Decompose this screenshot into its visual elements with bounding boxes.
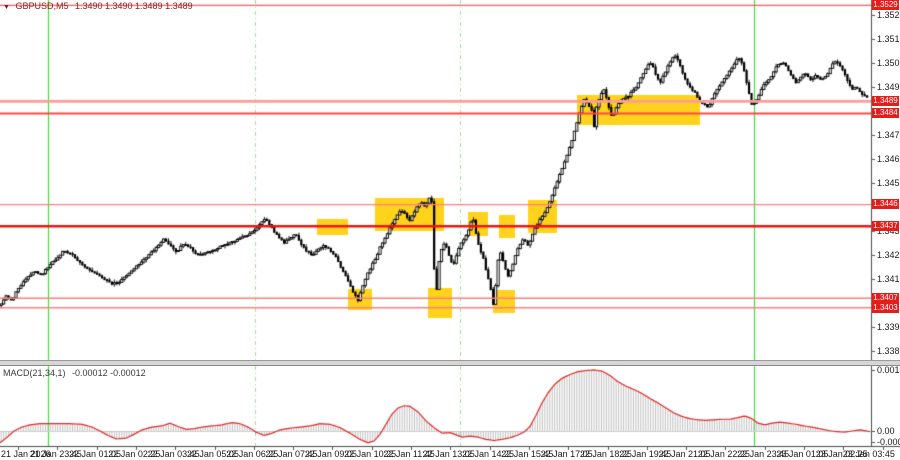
pane-separator[interactable] <box>0 360 900 366</box>
macd-indicator-label: MACD(21,34,1) -0.00012 -0.00012 <box>3 368 150 378</box>
time-tick-label: 23 Jan 03:45 <box>842 449 895 459</box>
price-line-badge: 1.3437 <box>872 221 899 231</box>
price-tick-label: 1.3515 <box>877 34 900 44</box>
time-tick-label: 22 Jan 06:25 <box>226 449 279 459</box>
time-tick-label: 22 Jan 22:25 <box>697 449 750 459</box>
price-line-badge: 1.3407 <box>872 293 899 303</box>
price-tick-label: 1.3435 <box>877 226 900 236</box>
price-line-badge: 1.3489 <box>872 96 899 107</box>
macd-name: MACD(21,34,1) <box>3 368 66 378</box>
time-tick-label: 23 Jan 02:25 <box>815 449 868 459</box>
price-line-badge: 1.3403 <box>872 302 899 313</box>
price-tick-label: 1.3505 <box>877 58 900 68</box>
time-tick-label: 22 Jan 02:25 <box>108 449 161 459</box>
price-line-badge: 1.3529 <box>872 0 899 11</box>
time-tick-label: 21 Jan 23:45 <box>29 449 82 459</box>
time-tick-label: 22 Jan 14:25 <box>462 449 515 459</box>
macd-tick-label: 0.00 <box>877 426 895 436</box>
time-tick-label: 22 Jan 03:45 <box>147 449 200 459</box>
macd-values: -0.00012 -0.00012 <box>72 368 146 378</box>
price-line-badge: 1.3484 <box>872 108 899 119</box>
time-tick-label: 22 Jan 13:05 <box>422 449 475 459</box>
time-tick-label: 22 Jan 07:45 <box>265 449 318 459</box>
macd-tick-label: -0.00026 <box>877 437 900 447</box>
chart-title: ▼ GBPUSD,M5 1.3490 1.3490 1.3489 1.3489 <box>3 1 197 11</box>
time-tick-label: 22 Jan 01:05 <box>69 449 122 459</box>
price-tick-label: 1.3455 <box>877 178 900 188</box>
price-tick-label: 1.3465 <box>877 154 900 164</box>
time-tick-label: 22 Jan 17:05 <box>540 449 593 459</box>
price-tick-label: 1.3525 <box>877 10 900 20</box>
time-tick-label: 22 Jan 18:25 <box>579 449 632 459</box>
time-tick-label: 23 Jan 01:05 <box>776 449 829 459</box>
price-tick-label: 1.3395 <box>877 322 900 332</box>
macd-tick-label: 0.00109 <box>877 365 900 375</box>
price-line-badge: 1.3446 <box>872 199 899 210</box>
price-tick-label: 1.3475 <box>877 130 900 140</box>
price-tick-label: 1.3495 <box>877 82 900 92</box>
time-tick-label: 22 Jan 15:45 <box>501 449 554 459</box>
time-tick-label: 22 Jan 23:45 <box>737 449 790 459</box>
ohlc-values: 1.3490 1.3490 1.3489 1.3489 <box>74 1 193 11</box>
price-tick-label: 1.3425 <box>877 250 900 260</box>
symbol-timeframe-label: GBPUSD,M5 <box>15 1 69 11</box>
time-tick-label: 22 Jan 05:05 <box>186 449 239 459</box>
symbol-dropdown-arrow-icon[interactable]: ▼ <box>3 4 10 11</box>
time-tick-label: 22 Jan 11:45 <box>383 449 435 459</box>
time-tick-label: 22 Jan 09:05 <box>304 449 357 459</box>
time-tick-label: 22 Jan 21:05 <box>658 449 711 459</box>
time-tick-label: 22 Jan 10:25 <box>344 449 397 459</box>
price-tick-label: 1.3415 <box>877 274 900 284</box>
time-tick-label: 22 Jan 19:45 <box>619 449 672 459</box>
time-tick-label: 21 Jan 2026 <box>1 449 51 459</box>
price-tick-label: 1.3385 <box>877 346 900 356</box>
